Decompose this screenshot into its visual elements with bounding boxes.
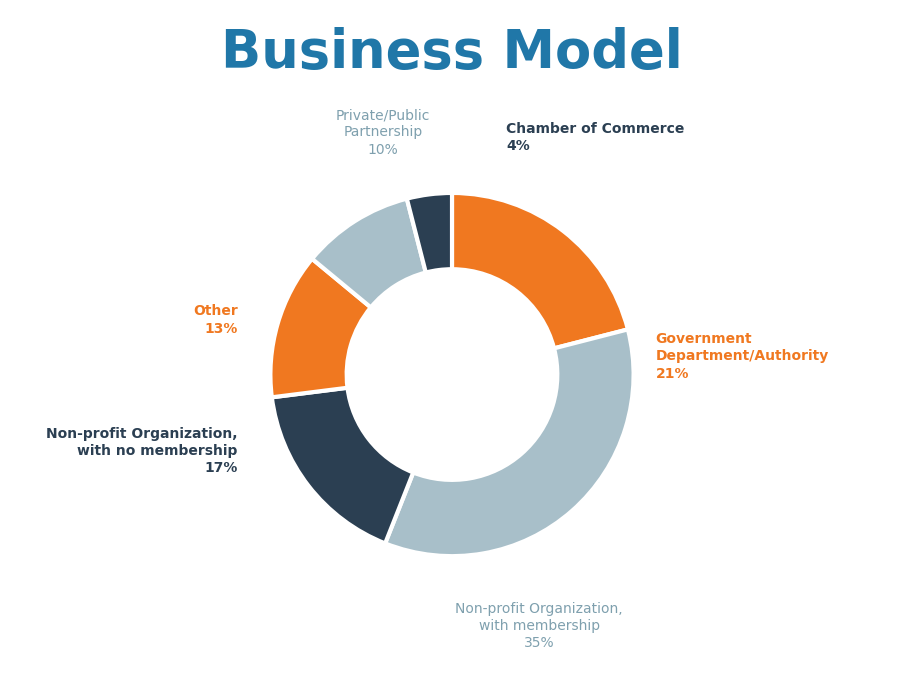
Wedge shape bbox=[272, 387, 413, 543]
Wedge shape bbox=[385, 330, 633, 556]
Wedge shape bbox=[270, 259, 370, 397]
Text: Private/Public
Partnership
10%: Private/Public Partnership 10% bbox=[335, 108, 430, 157]
Wedge shape bbox=[406, 193, 452, 272]
Wedge shape bbox=[312, 199, 425, 307]
Text: Other
13%: Other 13% bbox=[192, 304, 237, 336]
Text: Government
Department/Authority
21%: Government Department/Authority 21% bbox=[655, 332, 828, 381]
Text: Non-profit Organization,
with membership
35%: Non-profit Organization, with membership… bbox=[455, 601, 622, 650]
Text: Non-profit Organization,
with no membership
17%: Non-profit Organization, with no members… bbox=[46, 426, 237, 475]
Wedge shape bbox=[452, 193, 628, 349]
Text: Business Model: Business Model bbox=[221, 27, 682, 79]
Text: Chamber of Commerce
4%: Chamber of Commerce 4% bbox=[506, 122, 684, 153]
